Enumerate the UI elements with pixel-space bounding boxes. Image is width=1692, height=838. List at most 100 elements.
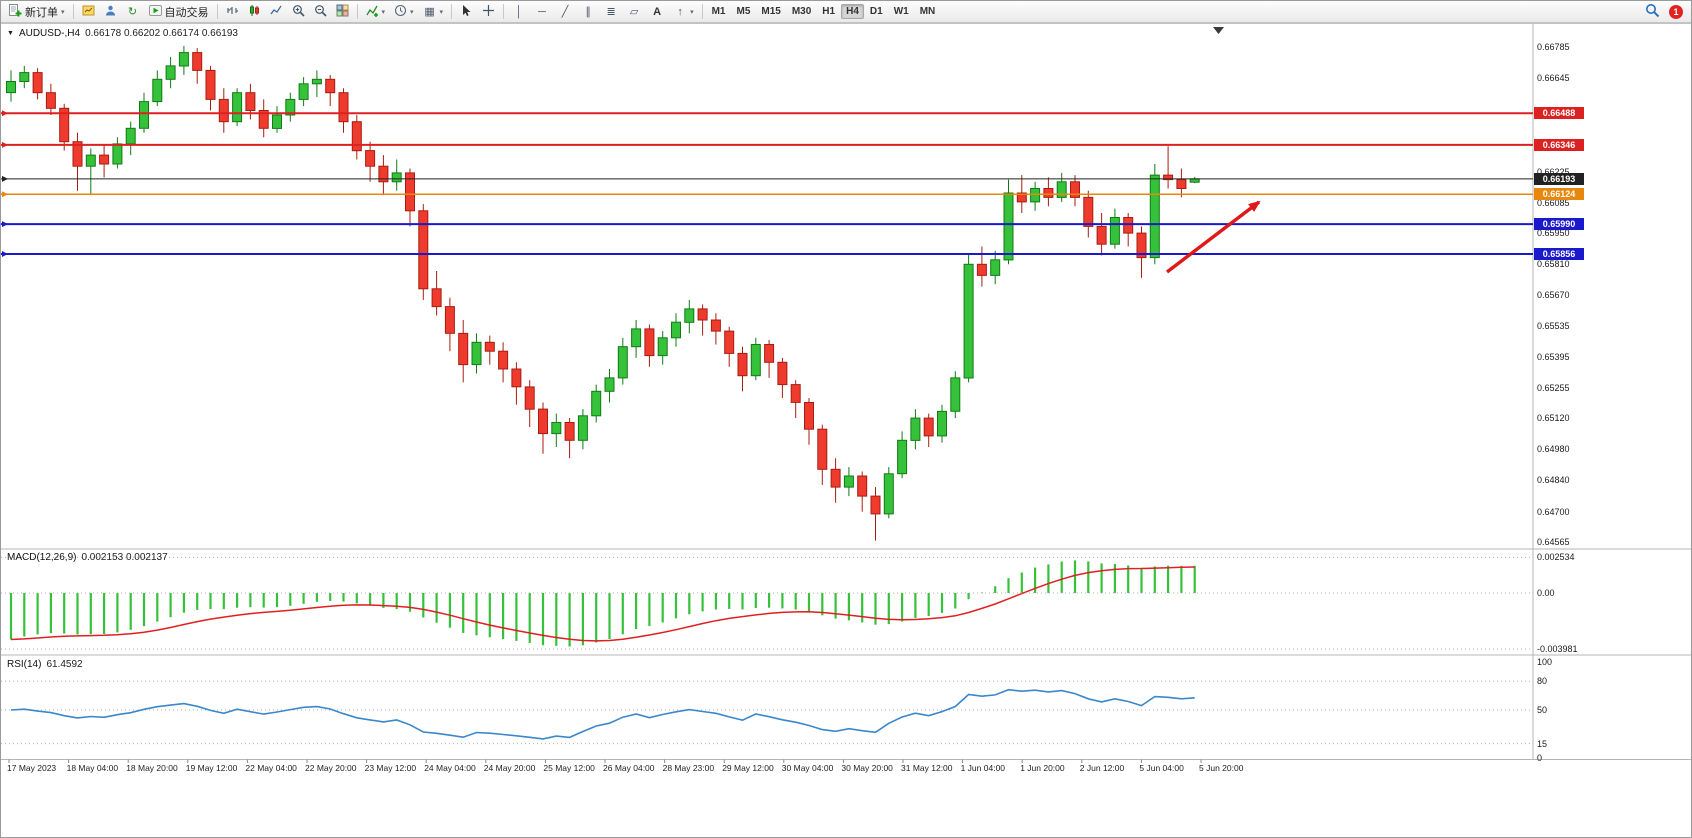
tile-windows-icon	[336, 4, 349, 20]
candle-body	[897, 439, 908, 475]
candle-body	[1070, 181, 1080, 198]
fibonacci-tool-button[interactable]: ≣	[600, 3, 622, 21]
level-left-marker	[2, 110, 8, 117]
timeframe-m30[interactable]: M30	[787, 4, 816, 19]
chevron-down-icon: ▾	[439, 8, 444, 16]
auto-trading-icon	[148, 4, 162, 20]
candle-body	[112, 143, 123, 165]
arrow-icon: ↑	[677, 5, 683, 18]
indicators-button[interactable]: ▾	[362, 3, 390, 21]
channel-tool-button[interactable]: ∥	[577, 3, 599, 21]
level-left-marker	[2, 191, 8, 198]
candle-body	[963, 263, 974, 379]
timeframe-w1[interactable]: W1	[889, 4, 914, 19]
new-order-button[interactable]: 新订单 ▾	[5, 3, 69, 21]
timeframe-m15[interactable]: M15	[756, 4, 785, 19]
zoom-in-icon	[292, 4, 305, 20]
toolbar-separator	[72, 4, 74, 19]
zoom-out-button[interactable]	[310, 3, 331, 21]
shapes-icon: ▱	[629, 5, 639, 18]
refresh-button[interactable]: ↻	[122, 3, 144, 21]
toolbar-separator	[451, 4, 453, 19]
candle-body	[125, 127, 136, 145]
candle-body	[710, 319, 721, 332]
level-left-marker	[2, 251, 8, 258]
candle-body	[990, 259, 1001, 276]
new-order-label: 新订单	[25, 6, 58, 19]
candle-body	[1030, 188, 1041, 203]
candle-body	[484, 341, 495, 352]
main-toolbar: 新订单 ▾ ↻ 自动交易 ▾ ▾ ▦ ▾ │ ─ ╱ ∥ ≣ ▱ A ↑ ▾	[1, 1, 1691, 23]
profile-icon	[104, 4, 117, 20]
candlestick-mode-button[interactable]	[244, 3, 265, 21]
notification-badge[interactable]: 1	[1669, 4, 1683, 19]
candle-body	[178, 52, 189, 67]
candle-body	[192, 52, 203, 71]
candle-body	[351, 121, 362, 152]
templates-button[interactable]: ▦ ▾	[419, 3, 448, 21]
timeframe-h1[interactable]: H1	[817, 4, 840, 19]
candle-body	[843, 475, 854, 488]
charts-window-button[interactable]	[78, 3, 99, 21]
candle-body	[232, 92, 243, 123]
candle-body	[165, 65, 176, 80]
horizontal-line-tool-button[interactable]: ─	[531, 3, 553, 21]
candle-body	[338, 92, 349, 123]
vertical-line-icon: │	[515, 5, 523, 18]
candle-body	[325, 78, 336, 94]
search-icon	[1645, 3, 1660, 21]
zoom-in-button[interactable]	[288, 3, 309, 21]
candle-body	[365, 150, 376, 167]
candle-body	[458, 332, 469, 366]
text-icon: A	[653, 5, 662, 18]
candle-body	[976, 263, 987, 276]
tile-windows-button[interactable]	[332, 3, 353, 21]
candle-body	[32, 72, 43, 94]
candle-body	[1109, 217, 1120, 245]
line-chart-mode-button[interactable]	[266, 3, 287, 21]
candle-body	[59, 107, 70, 143]
arrows-tool-button[interactable]: ↑ ▾	[669, 3, 698, 21]
search-button[interactable]	[1641, 3, 1664, 21]
timeframe-mn[interactable]: MN	[915, 4, 941, 19]
vertical-line-tool-button[interactable]: │	[508, 3, 530, 21]
timeframe-d1[interactable]: D1	[865, 4, 888, 19]
candle-body	[418, 210, 429, 290]
candle-body	[830, 468, 841, 488]
profile-button[interactable]	[100, 3, 121, 21]
auto-trading-button[interactable]: 自动交易	[145, 3, 213, 21]
candle-body	[218, 98, 229, 123]
timeframe-h4[interactable]: H4	[841, 4, 864, 19]
trendline-tool-button[interactable]: ╱	[554, 3, 576, 21]
candle-body	[697, 308, 708, 321]
shapes-tool-button[interactable]: ▱	[623, 3, 645, 21]
chevron-down-icon: ▾	[690, 8, 694, 16]
candle-body	[431, 288, 442, 308]
candle-body	[72, 141, 83, 167]
bar-chart-icon	[226, 4, 239, 20]
candle-body	[139, 101, 149, 129]
candle-body	[498, 350, 509, 370]
timeframe-m1[interactable]: M1	[707, 4, 731, 19]
cursor-button[interactable]	[456, 3, 477, 21]
timeframe-m5[interactable]: M5	[731, 4, 755, 19]
candle-body	[937, 410, 947, 437]
auto-trading-label: 自动交易	[164, 6, 209, 19]
candle-body	[45, 92, 56, 109]
candle-body	[152, 78, 163, 103]
candle-body	[1136, 232, 1147, 259]
candle-body	[777, 361, 788, 386]
chevron-down-icon: ▾	[381, 8, 386, 16]
crosshair-button[interactable]	[478, 3, 499, 21]
bar-chart-mode-button[interactable]	[222, 3, 243, 21]
clock-icon	[394, 4, 407, 20]
text-tool-button[interactable]: A	[646, 3, 668, 21]
trend-arrow-annotation[interactable]	[1165, 200, 1261, 274]
candle-body	[604, 377, 615, 392]
level-left-marker	[2, 221, 8, 228]
chart-shift-marker[interactable]	[1213, 27, 1224, 34]
candle-body	[671, 321, 681, 339]
candle-body	[817, 428, 828, 470]
periods-button[interactable]: ▾	[390, 3, 418, 21]
